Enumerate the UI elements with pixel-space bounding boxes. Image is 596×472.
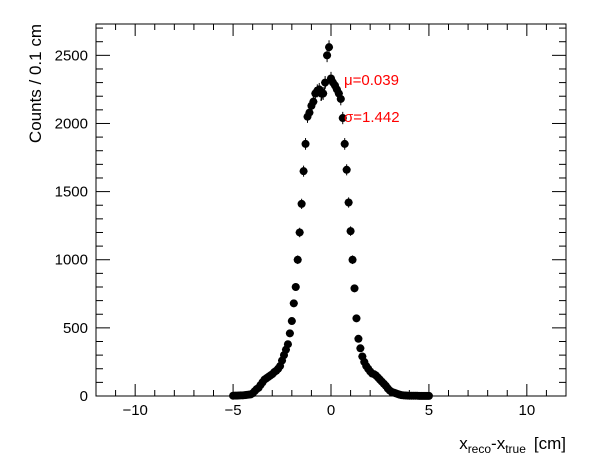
x-tick-label: 5 xyxy=(425,402,433,419)
y-tick-label: 2500 xyxy=(55,47,88,64)
data-point xyxy=(344,198,353,207)
y-tick-label: 2000 xyxy=(55,115,88,132)
y-tick-labels: 0 500 1000 1500 2000 2500 xyxy=(55,47,88,405)
data-point xyxy=(293,255,302,264)
data-point xyxy=(354,334,363,343)
axis-ticks xyxy=(95,24,567,397)
data-point xyxy=(297,199,306,208)
data-point xyxy=(283,340,292,349)
data-points xyxy=(229,40,433,400)
data-point xyxy=(352,314,361,323)
y-tick-label: 500 xyxy=(63,320,88,337)
y-axis-title: Counts / 0.1 cm xyxy=(26,24,45,143)
data-point xyxy=(301,139,310,148)
x-tick-label: −5 xyxy=(225,402,242,419)
data-point xyxy=(287,317,296,326)
data-point xyxy=(309,97,318,106)
data-point xyxy=(356,344,365,353)
x-tick-label: −10 xyxy=(122,402,147,419)
data-point xyxy=(350,284,359,293)
data-point xyxy=(323,51,332,60)
y-tick-label: 1000 xyxy=(55,252,88,269)
data-point xyxy=(299,167,308,176)
annotation-mu: μ=0.039 xyxy=(344,72,399,89)
data-point xyxy=(424,391,433,400)
x-tick-label: 0 xyxy=(327,402,335,419)
data-point xyxy=(289,299,298,308)
data-point xyxy=(291,282,300,291)
annotation-sigma: σ=1.442 xyxy=(344,109,400,126)
x-tick-labels: −10 −5 0 5 10 xyxy=(122,402,535,419)
x-axis-title-sub2: true xyxy=(505,442,526,456)
x-axis-title-unit: [cm] xyxy=(534,434,566,453)
data-point xyxy=(346,227,355,236)
x-tick-label: 10 xyxy=(518,402,535,419)
x-axis-title-sub1: reco xyxy=(468,442,492,456)
y-tick-label: 0 xyxy=(80,388,88,405)
data-point xyxy=(321,78,330,87)
x-axis-title-base1: x xyxy=(459,434,468,453)
data-point xyxy=(285,329,294,338)
data-point xyxy=(342,165,351,174)
data-point xyxy=(336,94,345,103)
x-axis-title-sep: - xyxy=(491,434,497,453)
data-point xyxy=(305,108,314,117)
data-point xyxy=(340,139,349,148)
data-point xyxy=(319,89,328,98)
x-axis-title: xreco-xtrue [cm] xyxy=(459,434,566,456)
data-point xyxy=(325,43,334,52)
data-point xyxy=(338,114,347,123)
data-point xyxy=(348,255,357,264)
y-tick-label: 1500 xyxy=(55,184,88,201)
data-point xyxy=(295,228,304,237)
x-axis-title-base2: x xyxy=(497,434,506,453)
